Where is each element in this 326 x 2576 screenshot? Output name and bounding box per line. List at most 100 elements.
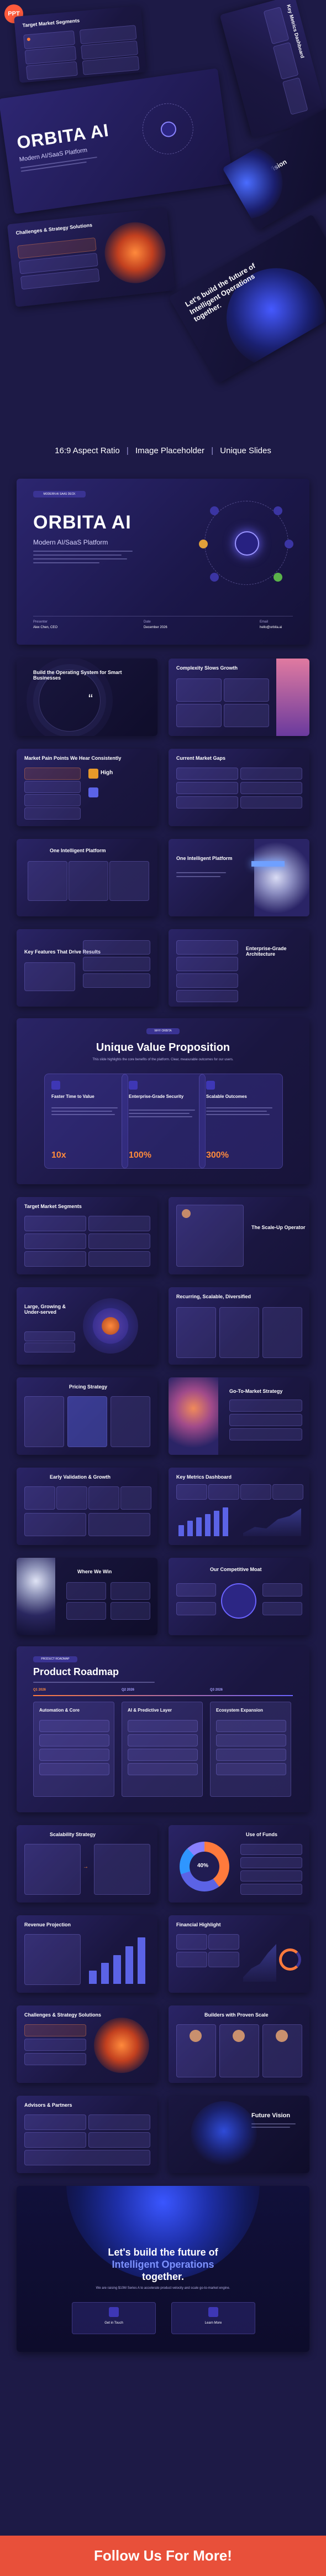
uvp-card-title: Faster Time to Value (51, 1094, 94, 1099)
funds-pct: 40% (197, 1863, 209, 1869)
thumb-slide: Where We Win (17, 1558, 157, 1635)
roadmap-slide: PRODUCT ROADMAP Product Roadmap Q1 2026 … (17, 1646, 309, 1812)
thumb-title: Current Market Gaps (176, 755, 226, 761)
thumb-title: Financial Highlight (176, 1922, 221, 1927)
thumb-title: Pricing Strategy (69, 1384, 108, 1390)
thumb-title: Key Metrics Dashboard (176, 1474, 232, 1480)
thumb-title: Market Pain Points We Hear Consistently (24, 755, 122, 761)
thumb-slide: Early Validation & Growth (17, 1468, 157, 1545)
email: hello@orbita.ai (260, 626, 282, 629)
thumb-title: One Intelligent Platform (50, 848, 106, 853)
uvp-desc: This slide highlights the core benefits … (92, 1058, 234, 1061)
thumb-title: Go-To-Market Strategy (229, 1388, 283, 1394)
cta-line2: Intelligent Operations (112, 2259, 214, 2270)
cta-line3: together. (141, 2271, 184, 2282)
roadmap-phase: Automation & Core (33, 1702, 114, 1797)
uvp-tag: WHY ORBITA (146, 1028, 180, 1034)
title-slide: MODERN AI SAAS DECK ORBITA AI Modern AI/… (17, 479, 309, 645)
hero-slide-title: Challenges & Strategy Solutions (15, 222, 93, 236)
thumb-title: The Scale-Up Operator (251, 1225, 306, 1230)
roadmap-phase-label: Q3 2026 (210, 1688, 223, 1692)
feature-aspect: 16:9 Aspect Ratio (55, 446, 120, 455)
feature-unique: Unique Slides (220, 446, 271, 455)
uvp-card-title: Scalable Outcomes (206, 1094, 247, 1099)
brain-image (102, 219, 169, 287)
hero-slide-title: Target Market Segments (22, 17, 80, 28)
thumb-slide: Go-To-Market Strategy (169, 1377, 309, 1455)
thumb-title: Our Competitive Moat (210, 1567, 262, 1572)
thumb-title: Enterprise-Grade Architecture (246, 946, 287, 957)
date: December 2026 (144, 626, 167, 629)
feature-strip: 16:9 Aspect Ratio | Image Placeholder | … (55, 446, 271, 455)
hero-slide-main: ORBITA AI Modern AI/SaaS Platform (0, 68, 234, 214)
uvp-card-value: 10x (51, 1150, 66, 1160)
thumb-slide: The Scale-Up Operator (169, 1197, 309, 1274)
uvp-title: Unique Value Proposition (96, 1041, 230, 1054)
thumb-slide: Complexity Slows Growth (169, 659, 309, 736)
thumb-slide: Current Market Gaps (169, 749, 309, 826)
thumb-title: One Intelligent Platform (176, 856, 233, 861)
thumb-title: Scalability Strategy (50, 1832, 96, 1837)
thumb-slide: Pricing Strategy (17, 1377, 157, 1455)
uvp-card: Scalable Outcomes 300% (199, 1074, 283, 1169)
thumb-title: Future Vision (251, 2112, 291, 2119)
cta-line1: Let's build the future of (108, 2247, 218, 2258)
thumb-title: Key Features That Drive Results (24, 949, 101, 955)
thumb-slide: Challenges & Strategy Solutions (17, 2005, 157, 2083)
roadmap-phase-label: Q1 2026 (33, 1688, 46, 1692)
uvp-card-title: Enterprise-Grade Security (129, 1094, 184, 1099)
thumb-slide: Revenue Projection (17, 1915, 157, 1993)
brain-image (94, 2018, 149, 2073)
roadmap-phase-title: AI & Predictive Layer (128, 1708, 172, 1713)
date-label: Date (144, 620, 151, 624)
uvp-slide: WHY ORBITA Unique Value Proposition This… (17, 1018, 309, 1184)
roadmap-phase-label: Q2 2026 (122, 1688, 135, 1692)
thumb-slide: Build the Operating System for Smart Bus… (17, 659, 157, 736)
thumb-title: Build the Operating System for Smart Bus… (33, 670, 122, 681)
thumb-title: Advisors & Partners (24, 2102, 72, 2108)
roadmap-phase-title: Automation & Core (39, 1708, 80, 1713)
thumb-slide: One Intelligent Platform (17, 839, 157, 916)
hero-slide-cta: Let's build the future of Intelligent Op… (169, 214, 326, 383)
learn-more-label: Learn More (204, 2321, 222, 2325)
presenter-label: Presenter (33, 620, 48, 624)
thumb-slide: Market Pain Points We Hear Consistently … (17, 749, 157, 826)
thumb-slide: Our Competitive Moat (169, 1558, 309, 1635)
learn-more-button[interactable]: Learn More (171, 2302, 255, 2334)
roadmap-phase: Ecosystem Expansion (210, 1702, 291, 1797)
roadmap-phase-title: Ecosystem Expansion (216, 1708, 263, 1713)
cta-desc: We are raising $10M Series A to accelera… (96, 2287, 230, 2290)
thumb-slide: Future Vision (169, 2096, 309, 2173)
footer-banner: Follow Us For More! (0, 2536, 326, 2576)
thumb-title: Where We Win (77, 1569, 112, 1574)
atom-icon (235, 531, 259, 556)
thumb-slide: Financial Highlight (169, 1915, 309, 1993)
thumb-title: Revenue Projection (24, 1922, 71, 1927)
thumb-slide: Recurring, Scalable, Diversified (169, 1287, 309, 1365)
thumb-title: Large, Growing & Under-served (24, 1304, 66, 1315)
hero-slide-challenges: Challenges & Strategy Solutions (7, 208, 176, 307)
metrics-bars (176, 1505, 237, 1536)
footer-text: Follow Us For More! (94, 2547, 232, 2564)
feature-image: Image Placeholder (135, 446, 205, 455)
thumb-slide: Key Metrics Dashboard (169, 1468, 309, 1545)
thumb-title: Target Market Segments (24, 1204, 82, 1209)
get-in-touch-button[interactable]: Get in Touch (72, 2302, 156, 2334)
uvp-card-value: 100% (129, 1150, 151, 1160)
title-tag: MODERN AI SAAS DECK (33, 491, 86, 497)
presenter: Alex Chen, CEO (33, 626, 58, 629)
thumb-slide: Large, Growing & Under-served (17, 1287, 157, 1365)
thumb-title: Challenges & Strategy Solutions (24, 2012, 102, 2018)
roadmap-phase: AI & Predictive Layer (122, 1702, 203, 1797)
thumb-title: Complexity Slows Growth (176, 665, 238, 671)
ppt-badge: PPT (4, 4, 23, 23)
uvp-card: Faster Time to Value 10x (44, 1074, 128, 1169)
hero-slide-target: Target Market Segments (14, 6, 146, 83)
thumb-slide: Builders with Proven Scale (169, 2005, 309, 2083)
uvp-card: Enterprise-Grade Security 100% (122, 1074, 206, 1169)
get-in-touch-label: Get in Touch (104, 2321, 123, 2325)
thumb-title: Builders with Proven Scale (204, 2012, 269, 2018)
roadmap-title: Product Roadmap (33, 1666, 119, 1677)
thumb-title: Early Validation & Growth (50, 1474, 111, 1480)
thumb-slide: Key Features That Drive Results (17, 929, 157, 1007)
